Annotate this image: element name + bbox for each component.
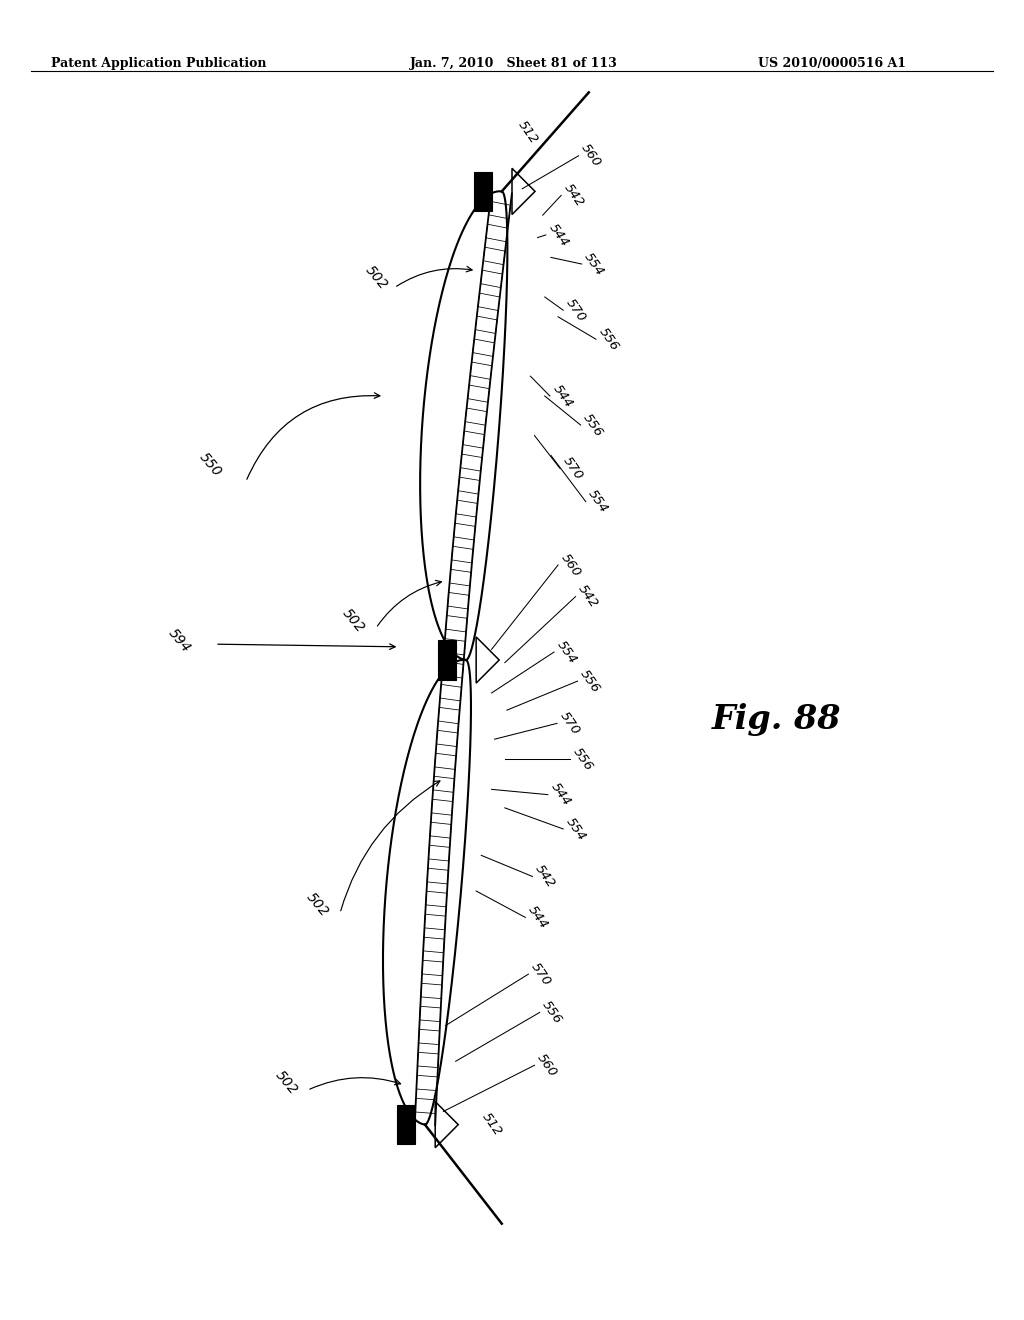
Text: Jan. 7, 2010   Sheet 81 of 113: Jan. 7, 2010 Sheet 81 of 113 xyxy=(410,57,617,70)
Text: Fig. 88: Fig. 88 xyxy=(712,702,841,737)
Text: 556: 556 xyxy=(596,325,621,354)
Polygon shape xyxy=(417,1076,437,1090)
Polygon shape xyxy=(422,960,443,975)
Polygon shape xyxy=(458,477,480,494)
Polygon shape xyxy=(452,546,473,562)
Text: 502: 502 xyxy=(339,606,368,635)
Polygon shape xyxy=(475,315,497,334)
Text: 502: 502 xyxy=(303,890,332,919)
Polygon shape xyxy=(468,385,489,403)
Polygon shape xyxy=(476,638,500,684)
Text: 556: 556 xyxy=(570,744,595,774)
Text: Patent Application Publication: Patent Application Publication xyxy=(51,57,266,70)
Text: 554: 554 xyxy=(563,814,588,843)
Text: 556: 556 xyxy=(578,667,602,696)
Text: 560: 560 xyxy=(558,550,583,579)
Text: 554: 554 xyxy=(554,638,579,667)
Polygon shape xyxy=(440,685,462,701)
Polygon shape xyxy=(473,172,492,211)
Polygon shape xyxy=(426,891,446,907)
Polygon shape xyxy=(396,1105,415,1144)
Text: 544: 544 xyxy=(548,780,572,809)
Polygon shape xyxy=(424,915,445,929)
Polygon shape xyxy=(443,639,465,655)
Text: 554: 554 xyxy=(586,487,610,516)
Polygon shape xyxy=(428,845,450,861)
Polygon shape xyxy=(430,822,452,838)
Text: 570: 570 xyxy=(528,960,553,989)
Text: 512: 512 xyxy=(479,1110,504,1139)
Text: 550: 550 xyxy=(196,450,224,479)
Polygon shape xyxy=(433,776,455,792)
Text: 542: 542 xyxy=(532,862,557,891)
Text: 512: 512 xyxy=(515,117,540,147)
Polygon shape xyxy=(419,1030,439,1044)
Polygon shape xyxy=(438,640,456,680)
Polygon shape xyxy=(470,362,492,379)
Polygon shape xyxy=(431,799,453,816)
Polygon shape xyxy=(421,983,442,999)
Polygon shape xyxy=(434,754,456,770)
Polygon shape xyxy=(478,293,500,310)
Text: 560: 560 xyxy=(579,141,603,170)
Polygon shape xyxy=(483,247,505,265)
Text: 502: 502 xyxy=(362,263,391,292)
Text: 570: 570 xyxy=(557,709,582,738)
Polygon shape xyxy=(447,593,469,609)
Polygon shape xyxy=(450,569,471,586)
Polygon shape xyxy=(456,500,477,517)
Text: 594: 594 xyxy=(165,626,194,655)
Text: 542: 542 xyxy=(561,181,586,210)
Text: US 2010/0000516 A1: US 2010/0000516 A1 xyxy=(758,57,906,70)
Polygon shape xyxy=(512,169,535,214)
Text: 554: 554 xyxy=(582,249,606,279)
Polygon shape xyxy=(461,454,482,471)
Polygon shape xyxy=(465,408,486,425)
Polygon shape xyxy=(442,661,464,678)
Polygon shape xyxy=(420,1006,440,1022)
Polygon shape xyxy=(463,432,484,449)
Polygon shape xyxy=(427,869,449,884)
Polygon shape xyxy=(436,730,458,747)
Text: 502: 502 xyxy=(272,1068,301,1097)
Polygon shape xyxy=(418,1052,438,1068)
Polygon shape xyxy=(445,615,467,632)
Text: 556: 556 xyxy=(540,998,564,1027)
Polygon shape xyxy=(438,708,460,723)
Text: 544: 544 xyxy=(525,903,550,932)
Text: 560: 560 xyxy=(535,1051,559,1080)
Text: 570: 570 xyxy=(563,296,588,325)
Text: 544: 544 xyxy=(550,381,574,411)
Polygon shape xyxy=(416,1098,436,1114)
Polygon shape xyxy=(486,224,508,242)
Polygon shape xyxy=(480,271,503,288)
Text: 542: 542 xyxy=(575,582,600,611)
Text: 556: 556 xyxy=(581,411,605,440)
Text: 570: 570 xyxy=(560,454,585,483)
Polygon shape xyxy=(473,339,495,356)
Text: 544: 544 xyxy=(546,220,570,249)
Polygon shape xyxy=(488,201,511,219)
Polygon shape xyxy=(435,1101,459,1147)
Polygon shape xyxy=(423,937,444,953)
Polygon shape xyxy=(454,523,475,540)
